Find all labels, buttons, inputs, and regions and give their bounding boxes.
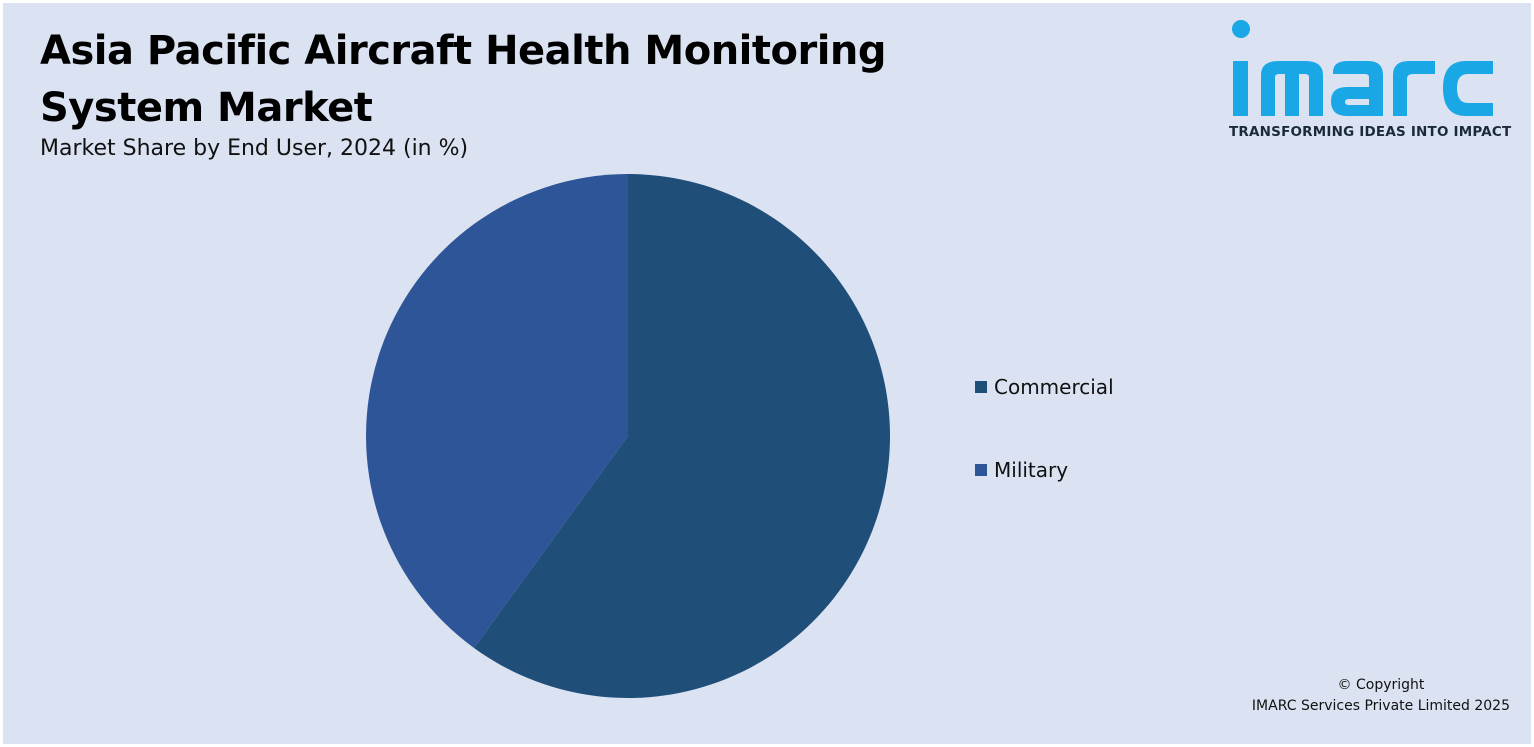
pie-slice-commercial bbox=[474, 174, 891, 698]
pie-slice-military bbox=[366, 174, 628, 648]
logo-dot bbox=[1232, 20, 1250, 38]
legend-label-military: Military bbox=[994, 458, 1069, 482]
legend-swatch-military bbox=[975, 464, 987, 476]
imarc-wordmark-icon bbox=[1232, 20, 1493, 116]
logo-tagline: TRANSFORMING IDEAS INTO IMPACT bbox=[1229, 124, 1512, 140]
legend-label-commercial: Commercial bbox=[994, 375, 1114, 399]
legend-item-commercial: Commercial bbox=[975, 372, 1114, 402]
copyright-line-1: © Copyright bbox=[1337, 677, 1425, 693]
pie-chart bbox=[366, 174, 891, 698]
imarc-logo: TRANSFORMING IDEAS INTO IMPACT bbox=[1223, 17, 1523, 147]
legend-item-military: Military bbox=[975, 455, 1068, 485]
chart-panel: Asia Pacific Aircraft Health Monitoring … bbox=[3, 3, 1531, 744]
copyright-line-2: IMARC Services Private Limited 2025 bbox=[1251, 698, 1510, 714]
legend-swatch-commercial bbox=[975, 381, 987, 393]
chart-subtitle: Market Share by End User, 2024 (in %) bbox=[40, 136, 469, 161]
copyright-notice: © Copyright IMARC Services Private Limit… bbox=[1252, 675, 1510, 717]
chart-title: Asia Pacific Aircraft Health Monitoring … bbox=[40, 28, 887, 131]
